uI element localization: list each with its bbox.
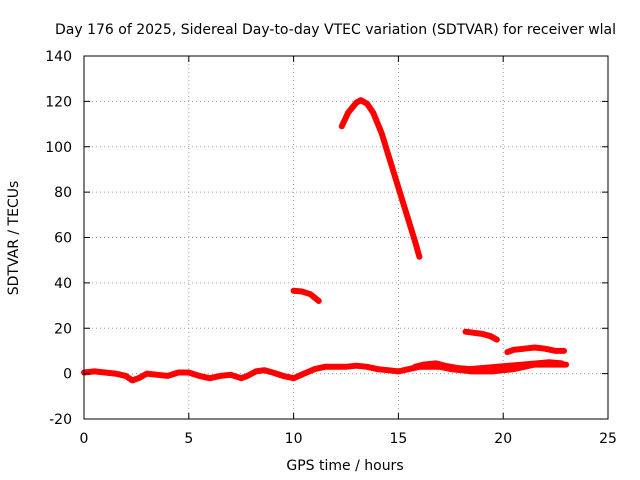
- x-axis-ticks: 0 5 10 15 20 25: [80, 56, 617, 447]
- x-tick-label: 5: [184, 431, 193, 447]
- x-tick-label: 20: [494, 431, 512, 447]
- y-axis-label: SDTVAR / TECUs: [6, 181, 22, 296]
- y-tick-label: 100: [45, 140, 72, 156]
- y-tick-label: -20: [49, 412, 72, 428]
- series-trace: [412, 359, 565, 373]
- y-tick-label: 0: [63, 367, 72, 383]
- y-tick-label: 20: [54, 321, 72, 337]
- grid: [84, 56, 608, 419]
- series-trace: [504, 344, 567, 356]
- chart-title: Day 176 of 2025, Sidereal Day-to-day VTE…: [55, 22, 616, 38]
- y-tick-label: 80: [54, 185, 72, 201]
- y-tick-label: 140: [45, 49, 72, 65]
- series-trace: [290, 287, 322, 304]
- series-trace: [462, 328, 500, 343]
- y-tick-label: 120: [45, 94, 72, 110]
- x-tick-label: 15: [389, 431, 407, 447]
- y-tick-label: 40: [54, 276, 72, 292]
- x-tick-label: 25: [599, 431, 617, 447]
- x-tick-label: 10: [285, 431, 303, 447]
- series-trace: [81, 361, 570, 384]
- y-axis-ticks: -20 0 20 40 60 80 100 120 140: [45, 49, 608, 428]
- data-series: [81, 97, 570, 384]
- x-axis-label: GPS time / hours: [286, 458, 403, 474]
- series-trace: [338, 97, 423, 260]
- x-tick-label: 0: [80, 431, 89, 447]
- y-tick-label: 60: [54, 231, 72, 247]
